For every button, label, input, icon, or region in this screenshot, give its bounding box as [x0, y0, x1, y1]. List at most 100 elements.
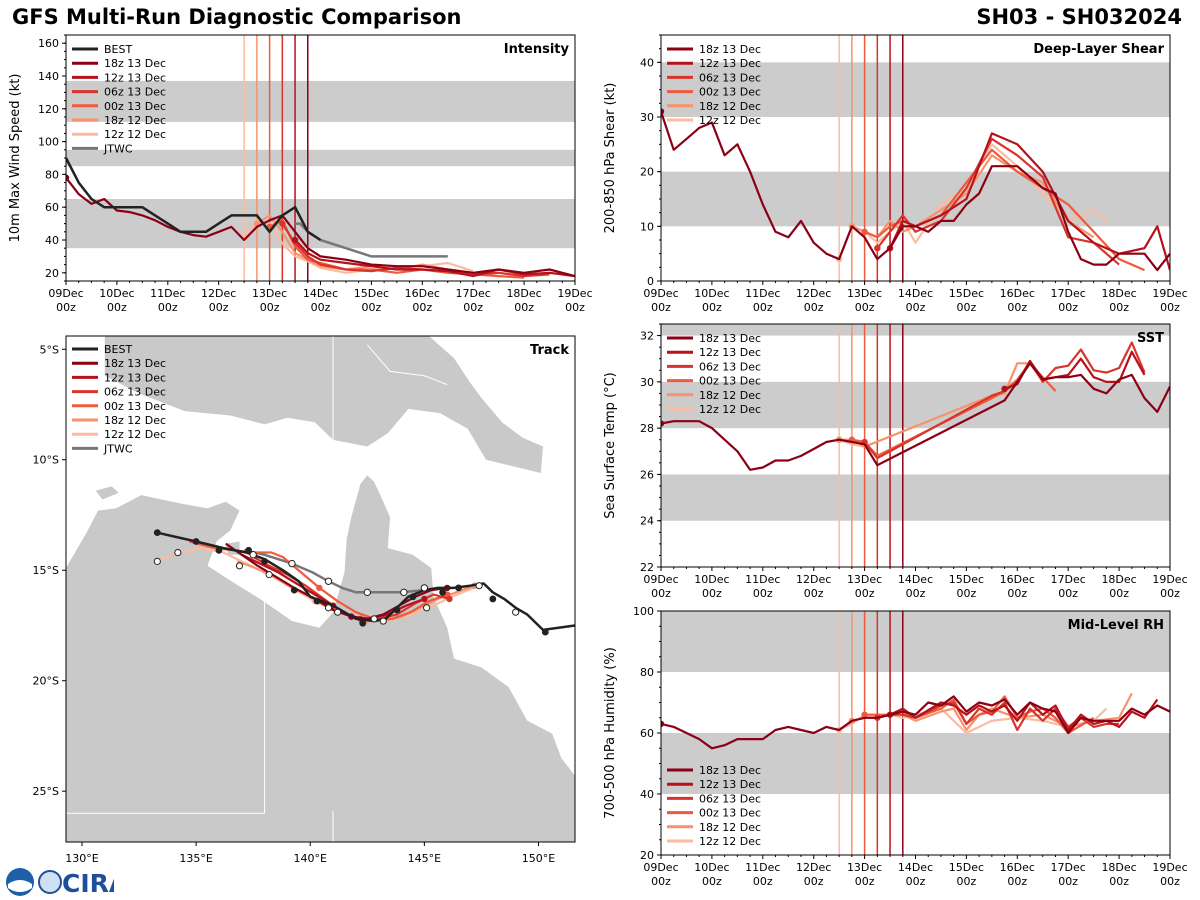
legend-label: 12z 13 Dec	[104, 371, 166, 384]
globe-icon	[38, 870, 62, 894]
band-intensity-2	[66, 80, 575, 122]
best-track-point	[359, 619, 367, 627]
x-tick-label: 13Dec	[847, 287, 882, 300]
x-tick-sublabel: 00z	[957, 875, 977, 888]
x-tick-label: 17Dec	[456, 287, 491, 300]
x-tick-sublabel: 00z	[804, 301, 824, 314]
best-track-point	[215, 546, 223, 554]
series-start-point	[861, 711, 868, 718]
x-tick-sublabel: 00z	[957, 301, 977, 314]
series-start-point	[66, 174, 70, 181]
band-shear-0	[661, 171, 1170, 227]
x-tick-label: 18Dec	[506, 287, 541, 300]
series-start-point	[291, 236, 299, 244]
y-tick-label: 10°S	[33, 454, 59, 467]
data-layer	[661, 692, 1170, 750]
best-track-point	[245, 546, 253, 554]
forecast-open-point	[423, 604, 431, 612]
x-tick-label: 15Dec	[354, 287, 389, 300]
panel-track: 130°E 135°E 140°E 145°E 150°E 5°S 10°S 15°S 20°S…	[33, 335, 576, 865]
x-tick-sublabel: 00z	[311, 301, 331, 314]
x-tick-label: 10Dec	[694, 861, 729, 874]
x-tick-sublabel: 00z	[957, 587, 977, 600]
noaa-wave-icon	[8, 880, 32, 892]
jtwc-track-line	[243, 549, 425, 594]
series-line	[889, 132, 1170, 271]
legend-label: 18z 13 Dec	[699, 43, 761, 56]
y-tick-label: 25°S	[33, 785, 59, 798]
x-tick-label: 16Dec	[1000, 861, 1035, 874]
forecast-open-point	[379, 617, 387, 625]
y-tick-label: 60	[640, 727, 654, 740]
y-tick-label: 32	[640, 330, 654, 343]
x-tick-label: 145°E	[408, 852, 441, 865]
x-tick-label: 11Dec	[745, 861, 780, 874]
x-tick-label: 09Dec	[643, 573, 678, 586]
forecast-open-point	[475, 582, 483, 590]
series-line	[661, 111, 1170, 272]
y-axis-label: 10m Max Wind Speed (kt)	[8, 74, 23, 243]
series-start-point	[661, 420, 665, 427]
x-tick-label: 11Dec	[150, 287, 185, 300]
x-tick-label: 10Dec	[694, 573, 729, 586]
best-track-point	[313, 597, 321, 605]
x-tick-sublabel: 00z	[514, 301, 534, 314]
best-track-point	[439, 588, 447, 596]
x-tick-sublabel: 00z	[804, 875, 824, 888]
y-tick-label: 26	[640, 468, 654, 481]
y-tick-label: 5°S	[40, 343, 59, 356]
y-tick-label: 40	[45, 234, 59, 247]
best-track-point	[192, 538, 200, 545]
x-tick-sublabel: 00z	[1109, 875, 1129, 888]
panel-sst: 22242628303209Dec00z10Dec00z11Dec00z12De…	[603, 323, 1188, 600]
panel-title: Intensity	[504, 42, 570, 57]
x-tick-sublabel: 00z	[1058, 587, 1078, 600]
best-track-point	[261, 557, 268, 565]
y-tick-label: 160	[38, 37, 59, 50]
jtwc-track-point	[420, 584, 429, 592]
x-tick-sublabel: 00z	[855, 875, 875, 888]
forecast-open-point	[153, 557, 161, 565]
legend-label: 00z 13 Dec	[699, 375, 761, 388]
forecast-open-point	[370, 615, 378, 623]
x-tick-label: 19Dec	[1152, 287, 1187, 300]
x-tick-sublabel: 00z	[56, 301, 76, 314]
x-tick-label: 135°E	[179, 852, 212, 865]
x-tick-sublabel: 00z	[1160, 587, 1180, 600]
forecast-open-point	[334, 608, 342, 616]
x-tick-label: 12Dec	[796, 287, 831, 300]
band-rh-0	[661, 733, 1170, 794]
band-intensity-1	[66, 149, 575, 167]
cira-logo: CIRA	[6, 868, 114, 898]
y-tick-label: 80	[45, 168, 59, 181]
legend-label: 18z 12 Dec	[699, 100, 761, 113]
track-point	[421, 595, 428, 603]
jtwc-track-point	[363, 588, 371, 597]
x-tick-sublabel: 00z	[1160, 301, 1180, 314]
forecast-open-point	[235, 562, 244, 570]
jtwc-track-point	[288, 559, 296, 568]
x-tick-sublabel: 00z	[855, 587, 875, 600]
y-tick-label: 20	[45, 267, 59, 280]
best-track-point	[541, 628, 549, 636]
x-tick-sublabel: 00z	[753, 301, 773, 314]
x-tick-sublabel: 00z	[565, 301, 585, 314]
legend-label: 12z 12 Dec	[104, 128, 166, 141]
x-tick-sublabel: 00z	[412, 301, 432, 314]
series-start-point	[661, 720, 665, 728]
new-guinea-landmass	[104, 336, 544, 473]
legend-label: 00z 13 Dec	[104, 100, 166, 113]
band-shear-1	[661, 62, 1170, 117]
panel-title: Deep-Layer Shear	[1033, 42, 1164, 57]
series-start-point	[861, 228, 868, 235]
y-tick-label: 120	[38, 103, 59, 116]
legend-label: 18z 12 Dec	[104, 114, 166, 127]
x-tick-sublabel: 00z	[702, 875, 722, 888]
y-axis-label: 200-850 hPa Shear (kt)	[603, 83, 618, 234]
best-track-point	[290, 586, 298, 594]
province-border	[366, 344, 448, 386]
x-tick-label: 14Dec	[898, 287, 933, 300]
page-title: GFS Multi-Run Diagnostic Comparison	[12, 5, 462, 29]
legend-label: 18z 12 Dec	[699, 821, 761, 834]
series-line	[863, 341, 1146, 460]
